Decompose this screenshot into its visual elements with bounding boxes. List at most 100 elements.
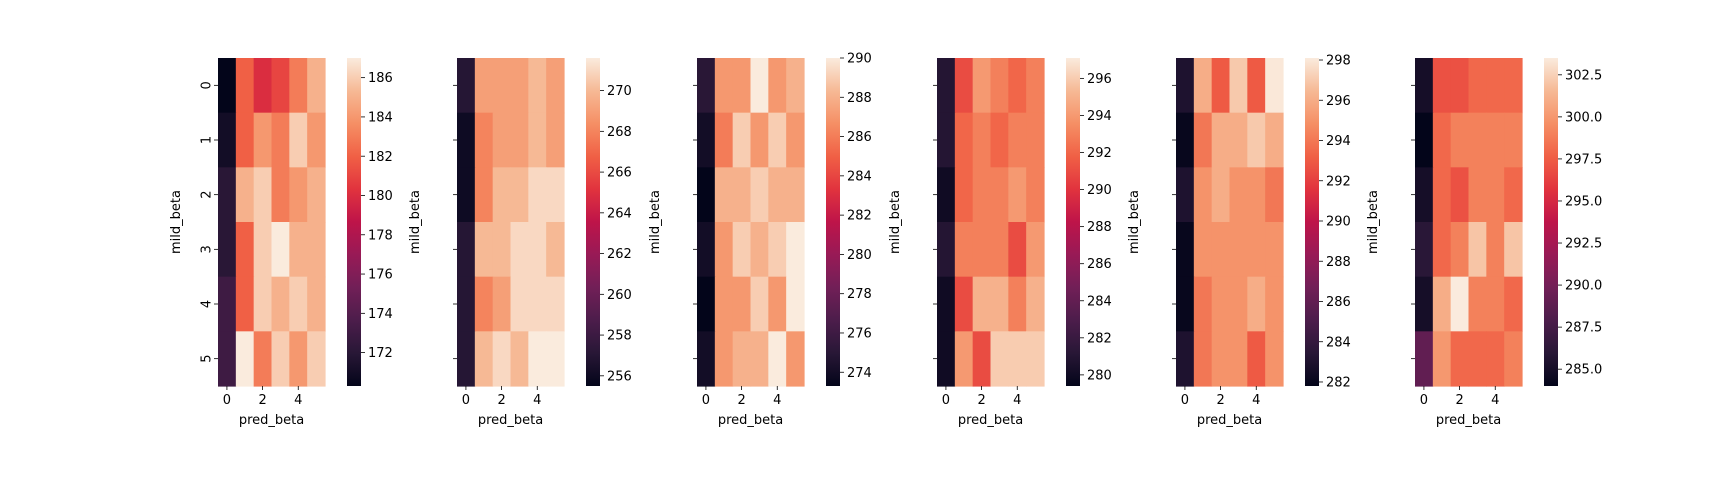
heatmap-cell	[546, 331, 565, 387]
heatmap-cell	[954, 58, 974, 114]
heatmap-panel: 0 2 4 pred_beta mild_beta 274 276 278 280 282 284 2…	[648, 52, 872, 428]
colorbar	[347, 58, 361, 386]
heatmap-cell	[1468, 167, 1487, 223]
colorbar-tick-label: 286	[1326, 295, 1351, 310]
colorbar	[1305, 58, 1319, 386]
heatmap-cell	[1504, 222, 1523, 278]
x-tick-label: 0	[1181, 393, 1189, 408]
heatmap-cell	[271, 58, 290, 114]
heatmap-cell	[492, 112, 512, 168]
heatmap-cell	[768, 112, 787, 168]
heatmap-cell	[1247, 58, 1266, 114]
heatmap-cell	[1468, 331, 1487, 387]
heatmap-cell	[1415, 112, 1434, 168]
y-tick-label: 3	[200, 245, 215, 253]
heatmap-cell	[1265, 112, 1284, 168]
colorbar-tick-label: 288	[1326, 255, 1351, 270]
y-tick-label: 0	[200, 81, 215, 89]
heatmap-cell	[768, 222, 787, 278]
colorbar-tick-label: 260	[607, 288, 632, 303]
heatmap-cell	[1211, 331, 1231, 387]
x-tick-label: 4	[294, 393, 302, 408]
colorbar-tick-label: 284	[1326, 335, 1351, 350]
heatmap-cell	[937, 167, 956, 223]
heatmap-cell	[1211, 112, 1231, 168]
heatmap-cell	[1176, 58, 1195, 114]
colorbar-tick-label: 284	[1087, 294, 1112, 309]
heatmap-cell	[990, 58, 1009, 114]
heatmap-cell	[218, 167, 237, 223]
heatmap-cell	[714, 222, 734, 278]
heatmap-cell	[954, 331, 974, 387]
heatmap-cell	[990, 276, 1009, 332]
heatmap-cell	[1486, 167, 1505, 223]
heatmap-cell	[1008, 276, 1027, 332]
heatmap-cell	[1193, 58, 1213, 114]
heatmap-cell	[218, 112, 237, 168]
x-tick-label: 0	[1420, 393, 1428, 408]
x-tick-label: 4	[533, 393, 541, 408]
colorbar-tick-label: 286	[847, 130, 872, 145]
colorbar-tick-label: 294	[1087, 109, 1112, 124]
heatmap-cell	[1193, 331, 1213, 387]
heatmap-cell	[474, 276, 494, 332]
heatmap-cell	[972, 276, 992, 332]
heatmap-cell	[1193, 112, 1213, 168]
heatmap-cell	[750, 276, 769, 332]
colorbar-tick-label: 294	[1326, 134, 1351, 149]
heatmap-cell	[1026, 222, 1045, 278]
colorbar-tick-label: 280	[1087, 368, 1112, 383]
heatmap-cell	[697, 222, 716, 278]
heatmap-cell	[253, 58, 273, 114]
x-tick-label: 0	[942, 393, 950, 408]
heatmap-cell	[990, 167, 1009, 223]
colorbar	[826, 58, 840, 386]
y-axis-label: mild_beta	[169, 190, 184, 254]
colorbar-tick-label: 174	[368, 307, 393, 322]
heatmap-cell	[1415, 167, 1434, 223]
x-axis-label: pred_beta	[1436, 413, 1501, 428]
heatmap-cell	[990, 222, 1009, 278]
heatmap-cell	[289, 58, 308, 114]
colorbar-tick-label: 296	[1326, 94, 1351, 109]
heatmap-cell	[1229, 222, 1248, 278]
heatmap-cell	[1026, 167, 1045, 223]
heatmap-cell	[990, 331, 1009, 387]
heatmap-cell	[1486, 276, 1505, 332]
heatmap-cell	[1415, 331, 1434, 387]
heatmap-cell	[528, 331, 547, 387]
heatmap-cell	[1008, 58, 1027, 114]
x-tick-label: 0	[462, 393, 470, 408]
heatmap-cell	[492, 222, 512, 278]
colorbar-tick-label: 262	[607, 247, 632, 262]
heatmap-cell	[1247, 167, 1266, 223]
heatmap-cell	[1486, 112, 1505, 168]
x-tick-label: 2	[977, 393, 985, 408]
heatmap-cell	[546, 167, 565, 223]
heatmap-cell	[1193, 276, 1213, 332]
heatmap-panel: 0 2 4 pred_beta mild_beta 280 282 284 286 288 290 2…	[888, 58, 1112, 428]
heatmap-cell	[732, 167, 752, 223]
heatmap-panel: 0 2 4 pred_beta 0 1 2 3 4 5 mild_beta 172 174 176 178 1…	[169, 58, 393, 428]
heatmap-cell	[714, 112, 734, 168]
heatmap-cell	[937, 112, 956, 168]
heatmap-panel: 0 2 4 pred_beta mild_beta 285.0 287.5 290.0 292.…	[1366, 58, 1602, 428]
heatmap-cell	[1008, 222, 1027, 278]
colorbar-tick-label: 292	[1087, 146, 1112, 161]
heatmap-cell	[235, 222, 255, 278]
heatmap-cell	[786, 222, 805, 278]
heatmap-cell	[732, 222, 752, 278]
colorbar-tick-label: 182	[368, 150, 393, 165]
heatmap-cell	[768, 167, 787, 223]
heatmap-cell	[1468, 112, 1487, 168]
heatmap-cell	[218, 331, 237, 387]
colorbar-tick-label: 298	[1326, 54, 1351, 69]
colorbar-tick-label: 176	[368, 268, 393, 283]
heatmap-cell	[307, 112, 326, 168]
heatmap-cell	[786, 58, 805, 114]
colorbar-tick-label: 268	[607, 125, 632, 140]
colorbar-tick-label: 295.0	[1565, 195, 1602, 210]
x-tick-label: 4	[1013, 393, 1021, 408]
colorbar-tick-label: 292.5	[1565, 237, 1602, 252]
